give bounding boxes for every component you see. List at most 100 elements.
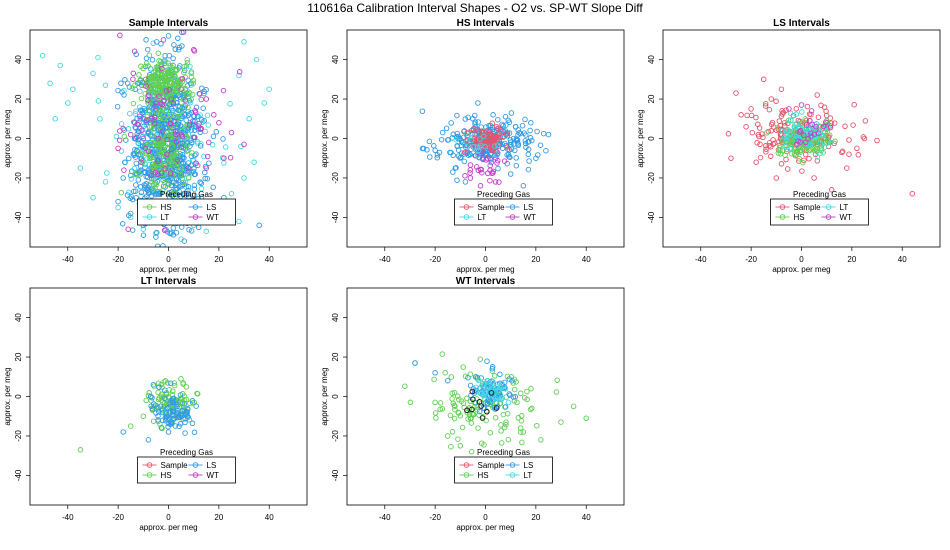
y-tick-label: -20 (647, 172, 656, 184)
data-point-hs (184, 136, 191, 143)
data-point-ls (188, 153, 195, 159)
data-point-ls (174, 254, 179, 259)
legend-label: LT (840, 203, 849, 212)
y-tick-label: 0 (14, 136, 23, 141)
legend-label: LT (161, 213, 170, 222)
data-point-lt (474, 144, 481, 150)
data-point-hs (503, 419, 509, 425)
data-point-sample (763, 149, 769, 155)
data-point-hs (169, 143, 176, 150)
data-point-hs (165, 60, 172, 67)
data-point-hs (188, 74, 195, 80)
legend-swatch-wt (192, 472, 199, 478)
data-point-ls (506, 391, 512, 397)
data-point-hs (160, 115, 167, 122)
x-tick-label: 20 (531, 255, 540, 264)
data-point-ls (171, 42, 177, 48)
data-point-other (464, 407, 470, 414)
data-point-lt (799, 109, 805, 115)
data-point-sample (489, 139, 495, 146)
legend-swatch-hs (146, 204, 153, 210)
data-point-ls (198, 116, 205, 123)
data-point-ls (165, 405, 171, 411)
data-point-hs (153, 142, 160, 148)
data-point-hs (172, 113, 178, 119)
x-tick-label: 40 (265, 255, 274, 264)
data-point-lt (201, 153, 207, 160)
data-point-ls (180, 171, 187, 178)
data-point-hs (152, 72, 158, 78)
chart-title: HS Intervals (457, 18, 515, 29)
data-point-ls (192, 171, 198, 177)
data-point-wt (115, 145, 121, 152)
data-point-ls (187, 143, 193, 149)
data-point-hs (517, 390, 524, 397)
data-point-lt (39, 52, 46, 59)
legend-swatch-wt (192, 214, 199, 220)
data-point-wt (142, 76, 149, 83)
data-point-ls (444, 377, 451, 384)
data-point-hs (171, 161, 178, 168)
data-point-ls (177, 392, 184, 398)
data-point-hs (156, 113, 163, 119)
data-point-ls (181, 112, 188, 118)
data-point-ls (497, 371, 503, 378)
data-point-wt (228, 129, 235, 136)
data-point-ls (431, 143, 437, 149)
data-point-ls (137, 184, 144, 190)
data-point-ls (519, 122, 526, 129)
data-point-ls (158, 246, 162, 247)
data-point-hs (160, 187, 166, 194)
data-point-ls (525, 138, 532, 145)
data-point-ls (165, 429, 172, 435)
legend-swatch-hs (463, 472, 470, 478)
data-point-sample (766, 140, 773, 146)
data-point-ls (165, 33, 172, 39)
y-tick-label: 20 (647, 94, 656, 103)
y-tick-label: -20 (331, 172, 340, 184)
data-point-lt (498, 396, 505, 403)
data-point-hs (170, 388, 176, 394)
data-point-sample (828, 187, 835, 193)
x-tick-label: 20 (214, 513, 223, 522)
data-point-wt (190, 118, 196, 124)
data-point-wt (808, 108, 815, 114)
data-point-ls (527, 127, 533, 134)
data-point-hs (156, 395, 162, 401)
data-point-lt (144, 155, 150, 162)
data-point-hs (407, 399, 414, 406)
data-point-wt (793, 141, 800, 148)
data-point-other (478, 403, 484, 409)
data-point-sample (815, 114, 822, 120)
data-point-ls (133, 160, 140, 167)
data-point-hs (178, 99, 185, 106)
data-point-lt (126, 189, 132, 196)
x-tick-label: -40 (695, 255, 707, 264)
data-point-hs (185, 104, 191, 111)
data-points (77, 376, 201, 453)
data-point-hs (820, 149, 826, 156)
data-point-hs (172, 382, 178, 389)
data-point-lt (489, 384, 495, 390)
data-point-ls (175, 125, 181, 131)
data-point-ls (450, 131, 457, 138)
data-point-wt (475, 167, 482, 173)
data-point-wt (131, 48, 138, 54)
data-point-ls (467, 151, 473, 158)
data-point-hs (818, 143, 824, 149)
data-point-hs (168, 79, 175, 86)
data-point-hs (151, 81, 157, 87)
data-point-ls (198, 96, 205, 103)
data-point-hs (475, 425, 481, 431)
data-point-hs (165, 181, 171, 187)
data-point-lt (140, 226, 147, 232)
data-point-hs (538, 437, 544, 443)
data-point-ls (115, 87, 121, 94)
data-point-ls (502, 128, 509, 134)
data-point-hs (553, 389, 560, 395)
data-point-ls (489, 364, 496, 370)
data-point-wt (221, 155, 227, 161)
data-point-ls (140, 133, 146, 140)
legend: Preceding Gas Sample LS HS LT (454, 448, 553, 484)
data-point-lt (150, 40, 156, 47)
